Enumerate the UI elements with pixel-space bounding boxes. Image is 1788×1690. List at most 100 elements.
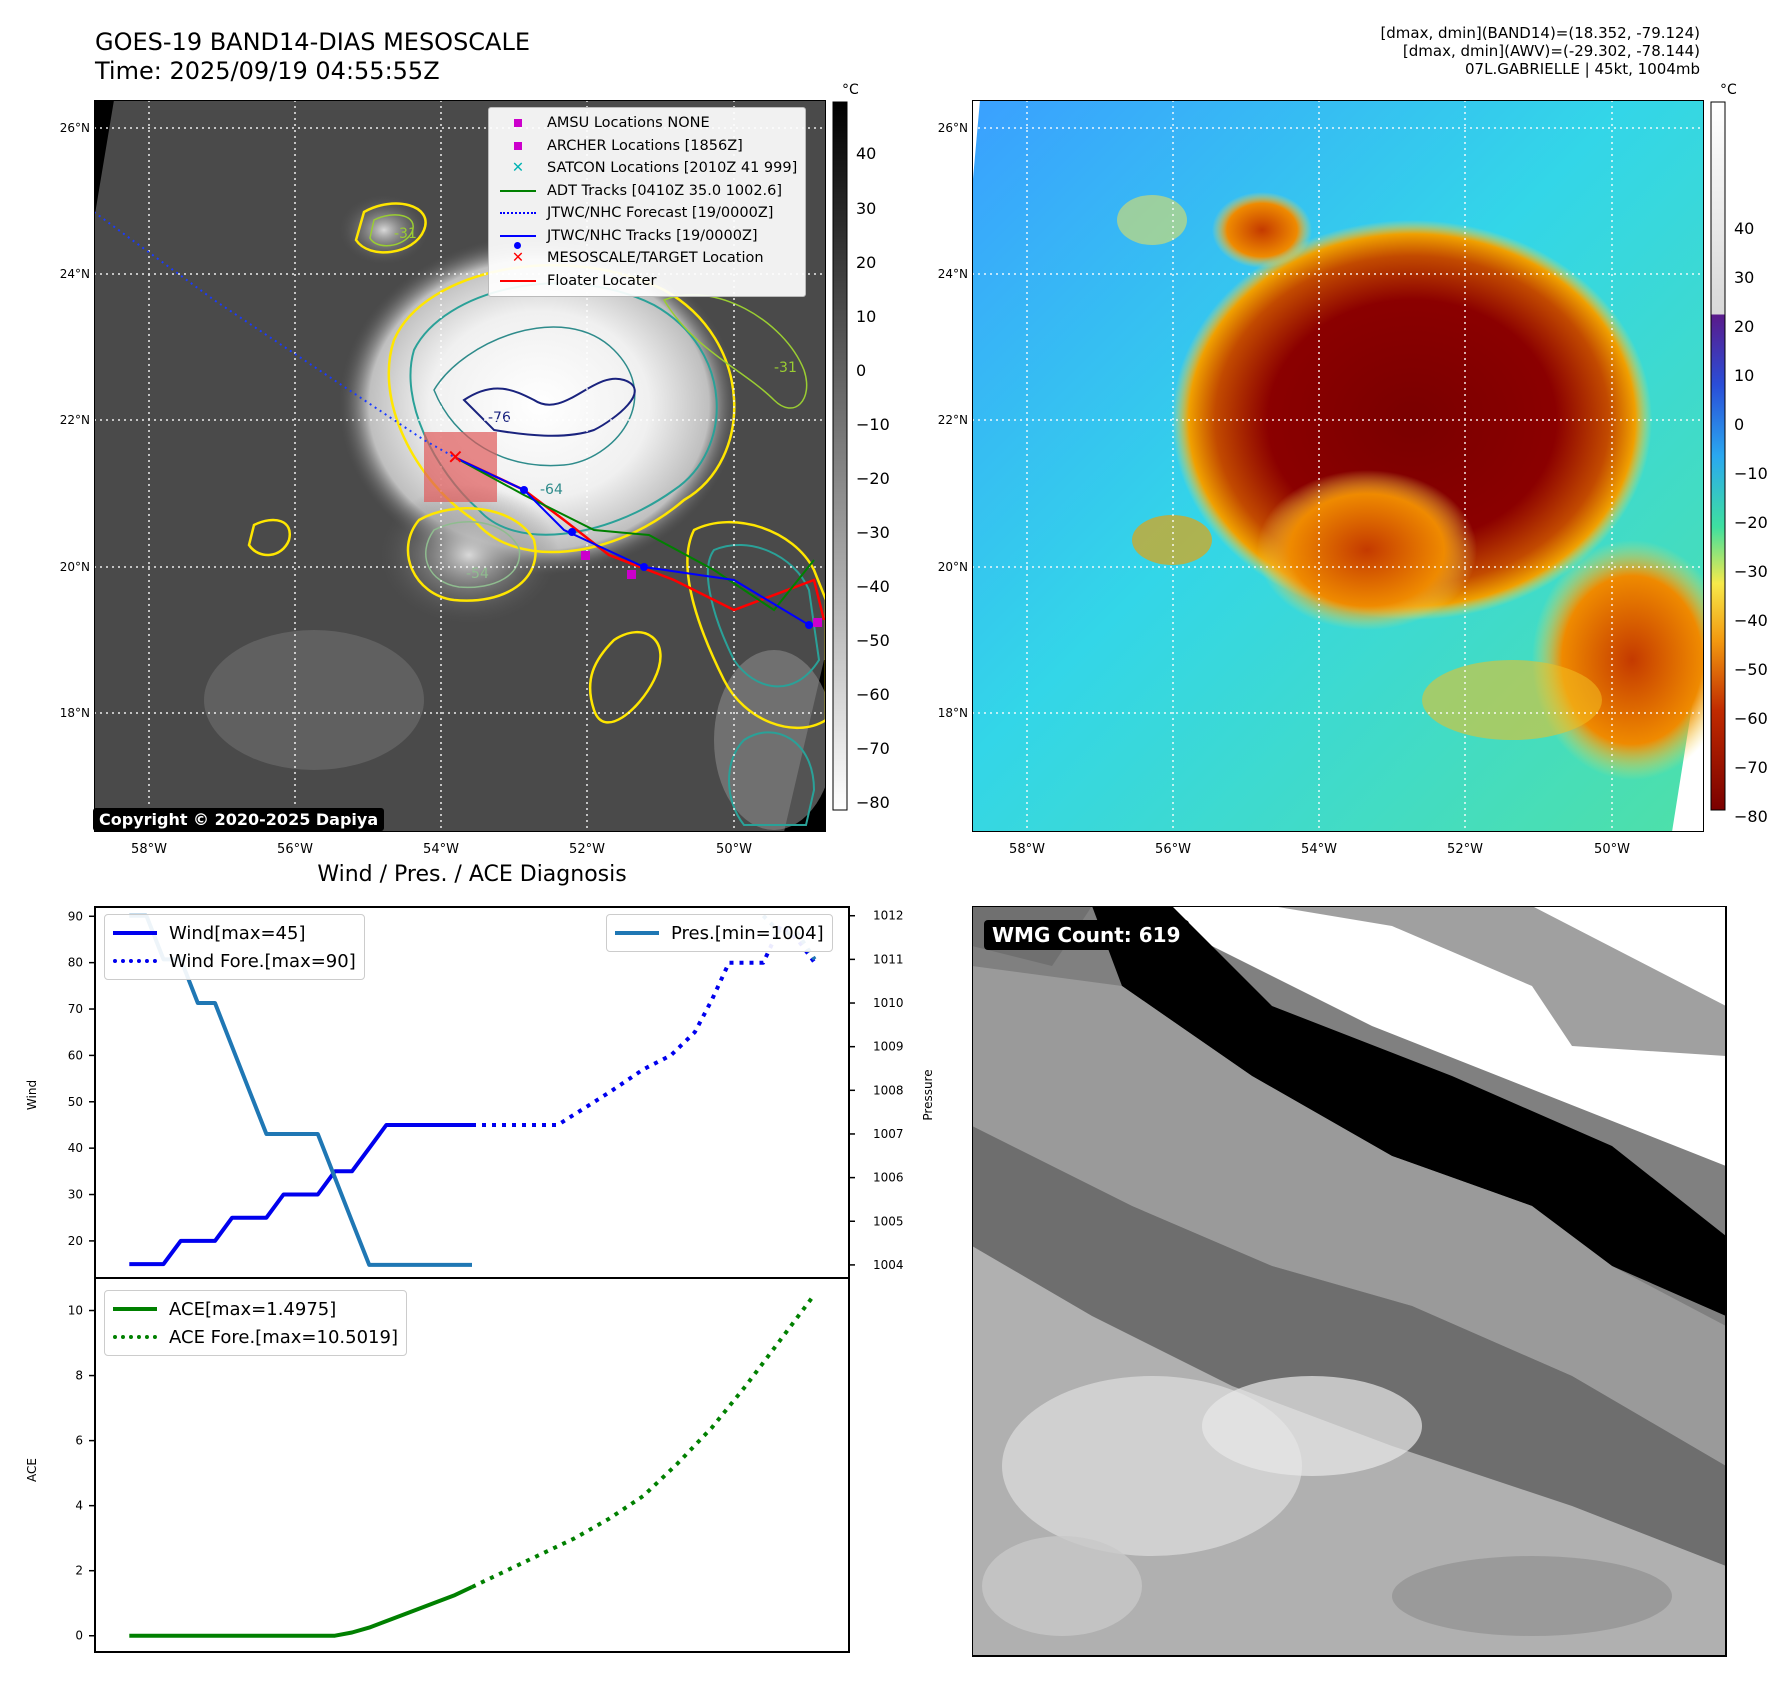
colorbar-tick: −10 bbox=[1734, 464, 1768, 483]
lon-tick: 56°W bbox=[1155, 842, 1191, 857]
lon-tick: 54°W bbox=[1301, 842, 1337, 857]
y2-tick-label: 1007 bbox=[873, 1127, 904, 1141]
y-tick-label: 70 bbox=[68, 1002, 83, 1016]
mesoscale-box bbox=[424, 432, 497, 502]
contour-label: -76 bbox=[488, 410, 511, 426]
legend-item-satcon: ✕ SATCON Locations [2010Z 41 999] bbox=[511, 160, 798, 177]
y-tick-label: 50 bbox=[68, 1095, 83, 1109]
series-line-ace bbox=[129, 1585, 473, 1638]
map-legend: AMSU Locations NONE ARCHER Locations [18… bbox=[488, 107, 807, 297]
y2-tick-label: 1011 bbox=[873, 952, 904, 966]
wmg-count-badge: WMG Count: 619 bbox=[984, 920, 1189, 950]
legend-wind-forecast: Wind Fore.[max=90] bbox=[113, 947, 356, 975]
colorbar-tick: −60 bbox=[856, 685, 890, 704]
colorbar-tick: −60 bbox=[1734, 709, 1768, 728]
left-colorbar: °C 40 30 20 10 0 −10 −20 −30 −40 −50 −60… bbox=[832, 82, 890, 812]
lon-tick: 54°W bbox=[423, 842, 459, 857]
adt-track bbox=[455, 457, 815, 612]
contour-label: -54 bbox=[466, 566, 489, 582]
diagnosis-charts: 2030405060708090100410051006100710081009… bbox=[25, 906, 935, 1653]
lat-tick: 20°N bbox=[938, 560, 968, 574]
y-tick-label: 4 bbox=[75, 1499, 83, 1513]
colorbar-tick: −40 bbox=[856, 577, 890, 596]
right-colorbar: °C 40 30 20 10 0 −10 −20 −30 −40 −50 −60… bbox=[1710, 82, 1768, 826]
colorbar-tick: 30 bbox=[1734, 268, 1754, 287]
lat-tick: 26°N bbox=[938, 121, 968, 135]
contour-label: -31 bbox=[394, 226, 417, 242]
right-map-lat-axis: 26°N 24°N 22°N 20°N 18°N bbox=[938, 121, 968, 720]
lat-tick: 18°N bbox=[60, 706, 90, 720]
pressure-axis-label: Pressure bbox=[921, 1069, 935, 1120]
y-tick-label: 10 bbox=[68, 1304, 83, 1318]
contour-label: -31 bbox=[774, 360, 797, 376]
colorbar-tick: −20 bbox=[1734, 513, 1768, 532]
colorbar-unit: °C bbox=[1720, 82, 1737, 98]
y2-tick-label: 1005 bbox=[873, 1214, 904, 1228]
y2-tick-label: 1006 bbox=[873, 1171, 904, 1185]
ace-axis-label: ACE bbox=[25, 1458, 39, 1482]
y-tick-label: 20 bbox=[68, 1234, 83, 1248]
colorbar-unit: °C bbox=[842, 82, 859, 98]
pressure-legend: Pres.[min=1004] bbox=[606, 914, 833, 952]
contour-label: -64 bbox=[540, 482, 563, 498]
y-tick-label: 80 bbox=[68, 956, 83, 970]
wind-axis-label: Wind bbox=[25, 1080, 39, 1110]
y2-tick-label: 1012 bbox=[873, 909, 904, 923]
y2-tick-label: 1010 bbox=[873, 996, 904, 1010]
target-marker: ✕ bbox=[447, 445, 464, 469]
map-title: GOES-19 BAND14-DIAS MESOSCALE bbox=[95, 28, 531, 56]
y-tick-label: 30 bbox=[68, 1188, 83, 1202]
band14-range: [dmax, dmin](BAND14)=(18.352, -79.124) bbox=[1380, 24, 1700, 42]
y-tick-label: 40 bbox=[68, 1141, 83, 1155]
y-tick-label: 2 bbox=[75, 1564, 83, 1578]
best-track bbox=[455, 457, 810, 626]
lat-tick: 22°N bbox=[938, 413, 968, 427]
legend-ace-forecast: ACE Fore.[max=10.5019] bbox=[113, 1323, 398, 1351]
awv-range: [dmax, dmin](AWV)=(-29.302, -78.144) bbox=[1402, 42, 1700, 60]
legend-item-forecast: JTWC/NHC Forecast [19/0000Z] bbox=[497, 202, 797, 225]
colorbar-tick: 40 bbox=[856, 144, 876, 163]
left-map-lat-axis: 26°N 24°N 22°N 20°N 18°N bbox=[60, 121, 90, 720]
series-line-ace-fore- bbox=[471, 1293, 817, 1589]
colorbar-tick: −70 bbox=[856, 739, 890, 758]
lat-tick: 22°N bbox=[60, 413, 90, 427]
colorbar-tick: 10 bbox=[856, 307, 876, 326]
y-tick-label: 6 bbox=[75, 1434, 83, 1448]
legend-item-archer: ARCHER Locations [1856Z] bbox=[497, 135, 797, 158]
y2-tick-label: 1008 bbox=[873, 1083, 904, 1097]
legend-item-target: ✕ MESOSCALE/TARGET Location bbox=[511, 250, 764, 267]
colorbar-tick: 0 bbox=[856, 361, 866, 380]
colorbar-tick: −70 bbox=[1734, 758, 1768, 777]
lon-tick: 58°W bbox=[131, 842, 167, 857]
y-tick-label: 8 bbox=[75, 1369, 83, 1383]
right-map-lon-axis: 58°W 56°W 54°W 52°W 50°W bbox=[1009, 842, 1630, 857]
wmg-panel bbox=[972, 906, 1727, 1657]
colorbar-tick: −30 bbox=[1734, 562, 1768, 581]
diagnosis-title: Wind / Pres. / ACE Diagnosis bbox=[317, 862, 627, 887]
colorbar-tick: 40 bbox=[1734, 219, 1754, 238]
lat-tick: 24°N bbox=[938, 267, 968, 281]
y2-tick-label: 1004 bbox=[873, 1258, 904, 1272]
legend-item-floater: Floater Locater bbox=[497, 270, 797, 293]
colorbar-tick: 0 bbox=[1734, 415, 1744, 434]
legend-ace: ACE[max=1.4975] bbox=[113, 1295, 398, 1323]
y-tick-label: 60 bbox=[68, 1048, 83, 1062]
colorbar-tick: 10 bbox=[1734, 366, 1754, 385]
storm-summary: 07L.GABRIELLE | 45kt, 1004mb bbox=[1465, 60, 1700, 78]
colorbar-tick: −80 bbox=[856, 793, 890, 812]
y2-tick-label: 1009 bbox=[873, 1040, 904, 1054]
series-line-wind-fore- bbox=[472, 923, 817, 1127]
colorbar-tick: −10 bbox=[856, 415, 890, 434]
colorbar-tick: 30 bbox=[856, 199, 876, 218]
ace-legend: ACE[max=1.4975] ACE Fore.[max=10.5019] bbox=[104, 1290, 407, 1356]
lon-tick: 56°W bbox=[277, 842, 313, 857]
map-time: Time: 2025/09/19 04:55:55Z bbox=[95, 57, 440, 85]
legend-item-adt: ADT Tracks [0410Z 35.0 1002.6] bbox=[497, 180, 797, 203]
lat-tick: 18°N bbox=[938, 706, 968, 720]
lon-tick: 50°W bbox=[1594, 842, 1630, 857]
colorbar-tick: 20 bbox=[856, 253, 876, 272]
left-map-lon-axis: 58°W 56°W 54°W 52°W 50°W bbox=[131, 842, 752, 857]
y-tick-label: 0 bbox=[75, 1629, 83, 1643]
awv-map bbox=[972, 100, 1704, 832]
colorbar-tick: −80 bbox=[1734, 807, 1768, 826]
